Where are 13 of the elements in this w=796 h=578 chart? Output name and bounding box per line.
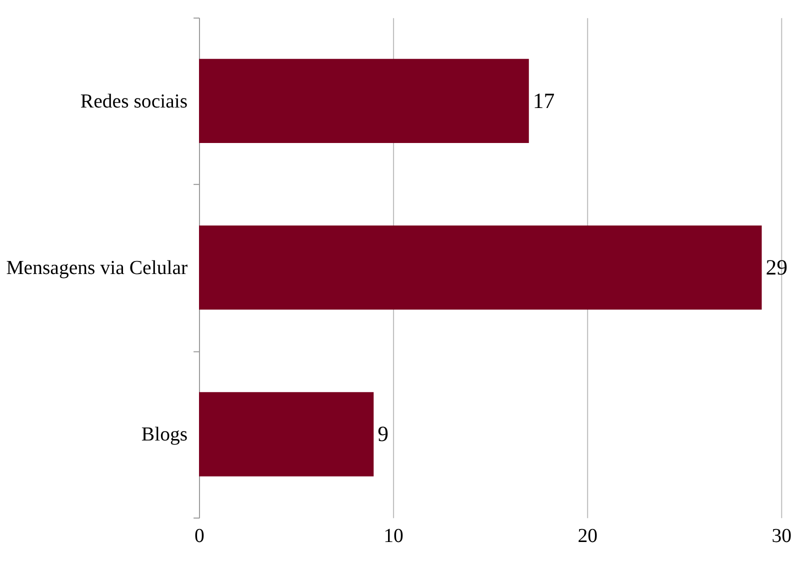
y-tick-label: Redes sociais [80, 90, 188, 112]
x-tick-label: 0 [194, 524, 205, 547]
bar [199, 226, 762, 310]
data-label: 17 [532, 88, 555, 113]
bar [199, 58, 529, 144]
bar [199, 392, 374, 476]
data-label: 9 [378, 422, 388, 446]
data-label: 29 [766, 256, 788, 280]
y-tick-label: Mensagens via Celular [6, 257, 188, 280]
x-tick-label: 10 [384, 524, 404, 547]
x-tick-label: 30 [772, 524, 792, 547]
x-tick-label: 20 [578, 524, 598, 547]
y-tick-label: Blogs [141, 424, 188, 446]
